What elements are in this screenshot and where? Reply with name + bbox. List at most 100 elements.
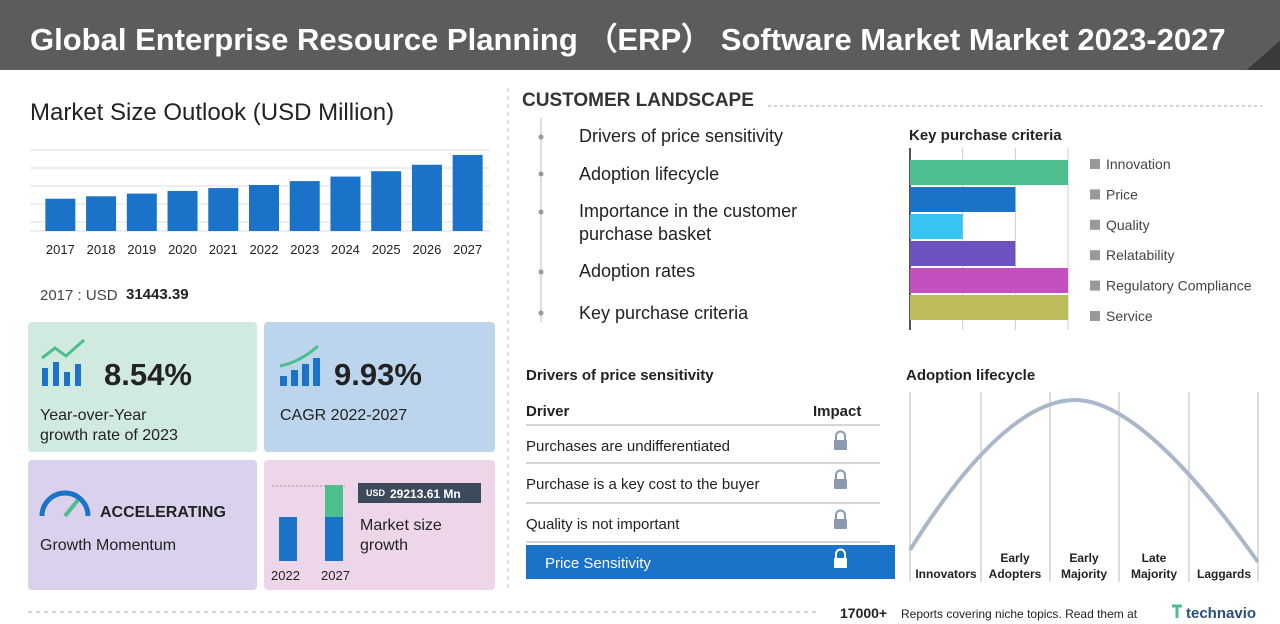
kpi-label: Year-over-Year (40, 407, 147, 424)
bar (910, 187, 1016, 212)
kpi-label: growth (360, 537, 408, 554)
growth-currency: USD (366, 488, 386, 498)
x-tick-label: 2022 (250, 242, 279, 257)
table-title: Drivers of price sensitivity (526, 367, 714, 384)
kpi-label: growth rate of 2023 (40, 427, 178, 444)
legend-label: Regulatory Compliance (1106, 278, 1252, 294)
stage-label: Adopters (989, 567, 1042, 581)
growth-year: 2027 (321, 568, 350, 583)
stage-label: Early (1069, 551, 1099, 565)
lock-icons (834, 430, 847, 529)
bar (910, 295, 1068, 320)
kpi-value: 8.54% (104, 357, 192, 392)
growth-year: 2022 (271, 568, 300, 583)
x-tick-label: 2027 (453, 242, 482, 257)
stage-label: Early (1000, 551, 1030, 565)
legend-label: Quality (1106, 217, 1150, 233)
stage-label: Majority (1061, 567, 1107, 581)
header-bar (0, 0, 1280, 70)
legend-swatch (1090, 311, 1100, 321)
x-tick-label: 2019 (127, 242, 156, 257)
growth-badge (358, 483, 481, 503)
lifecycle-stages: Innovators Early Adopters Early Majority Late… (915, 551, 1251, 581)
x-tick-label: 2024 (331, 242, 360, 257)
bar (452, 155, 483, 231)
stage-label: Innovators (915, 567, 977, 581)
section-title: CUSTOMER LANDSCAPE (522, 90, 754, 111)
table-cell: Purchases are undifferentiated (526, 438, 730, 455)
kpc-chart: Innovation Price Quality Relatability Regula… (909, 148, 1252, 330)
stage-label: Majority (1131, 567, 1177, 581)
bar (45, 198, 76, 231)
bar (411, 164, 442, 231)
header-corner (1246, 40, 1280, 70)
landscape-item: Importance in the customer (579, 201, 797, 221)
bar (289, 181, 320, 231)
bar (910, 268, 1068, 293)
table-highlight (526, 545, 895, 579)
x-tick-label: 2020 (168, 242, 197, 257)
kpi-value: 9.93% (334, 357, 422, 392)
bar (330, 176, 361, 231)
legend-swatch (1090, 250, 1100, 261)
landscape-item: Adoption lifecycle (579, 164, 719, 184)
bar (208, 188, 239, 231)
footer-text: Reports covering niche topics. Read them… (901, 607, 1138, 621)
bar (910, 214, 963, 239)
lifecycle-curve (908, 397, 1260, 564)
kpi-card (28, 322, 257, 452)
growth-icon (272, 485, 345, 561)
x-tick-label: 2023 (290, 242, 319, 257)
landscape-item: Key purchase criteria (579, 303, 749, 323)
x-tick-label: 2026 (412, 242, 441, 257)
lock-icon (834, 548, 847, 568)
table-header: Impact (813, 403, 861, 420)
lifecycle-dividers (909, 392, 1259, 582)
legend-label: Relatability (1106, 247, 1174, 263)
bar (86, 196, 117, 231)
x-tick-label: 2021 (209, 242, 238, 257)
base-label: 2017 : USD (40, 287, 118, 304)
legend-label: Innovation (1106, 156, 1171, 172)
base-value: 31443.39 (126, 286, 189, 303)
kpi-label: Market size (360, 517, 442, 534)
list-dots (538, 134, 544, 316)
landscape-item: Adoption rates (579, 261, 695, 281)
market-size-title: Market Size Outlook (USD Million) (30, 99, 394, 126)
bar (167, 190, 198, 231)
x-tick-label: 2018 (87, 242, 116, 257)
landscape-item: Drivers of price sensitivity (579, 126, 783, 146)
yoy-icon (41, 338, 85, 386)
x-tick-label: 2025 (372, 242, 401, 257)
bar (910, 160, 1068, 185)
lifecycle-title: Adoption lifecycle (906, 367, 1035, 384)
table-highlight-text: Price Sensitivity (545, 555, 651, 572)
table-cell: Purchase is a key cost to the buyer (526, 476, 759, 493)
bar (249, 184, 279, 231)
table-cell: Quality is not important (526, 516, 680, 533)
legend-swatch (1090, 280, 1100, 291)
legend-swatch (1090, 159, 1100, 169)
kpi-label: Growth Momentum (40, 537, 176, 554)
table-rules (526, 424, 880, 543)
landscape-item: purchase basket (579, 224, 711, 244)
kpi-card (264, 322, 495, 452)
legend-swatch (1090, 189, 1100, 200)
market-bars: 2017 2018 2019 2020 2021 2022 2023 2024 2025 2026… (45, 155, 483, 257)
brand-icon (1172, 604, 1182, 618)
kpi-card (28, 460, 257, 590)
legend-swatch (1090, 219, 1100, 230)
kpc-title: Key purchase criteria (909, 127, 1062, 144)
stage-label: Laggards (1197, 567, 1251, 581)
momentum-icon (39, 490, 91, 518)
legend-label: Service (1106, 308, 1153, 324)
bar (126, 193, 157, 231)
legend-label: Price (1106, 186, 1138, 202)
kpi-label: CAGR 2022-2027 (280, 407, 407, 424)
kpi-value: ACCELERATING (100, 504, 226, 521)
cagr-icon (279, 344, 320, 386)
table-header: Driver (526, 403, 570, 420)
bar (910, 241, 1016, 266)
